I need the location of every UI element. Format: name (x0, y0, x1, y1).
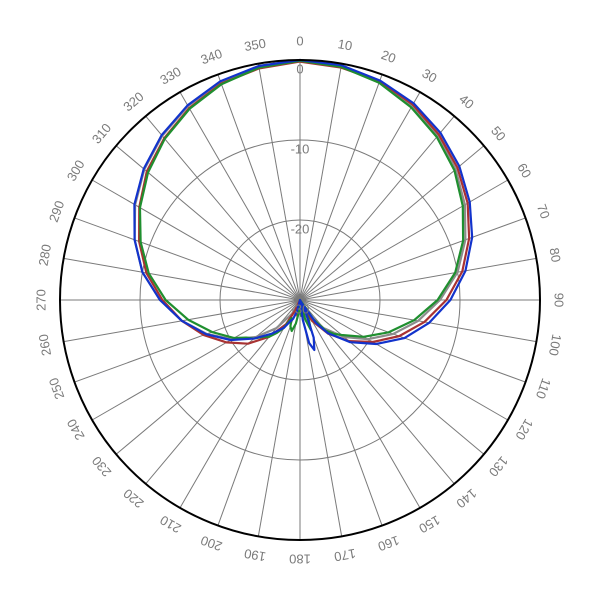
angle-label: 80 (546, 247, 563, 264)
radial-label: -30 (291, 301, 310, 316)
angle-label: 0 (296, 33, 303, 48)
angle-label: 90 (552, 293, 567, 307)
angle-label: 10 (337, 36, 354, 53)
radial-label: 0 (296, 61, 303, 76)
radial-label: -20 (291, 221, 310, 236)
polar-chart: 0102030405060708090100110120130140150160… (0, 0, 600, 600)
radial-label: -10 (291, 141, 310, 156)
angle-label: 180 (289, 552, 311, 567)
angle-label: 270 (33, 289, 48, 311)
